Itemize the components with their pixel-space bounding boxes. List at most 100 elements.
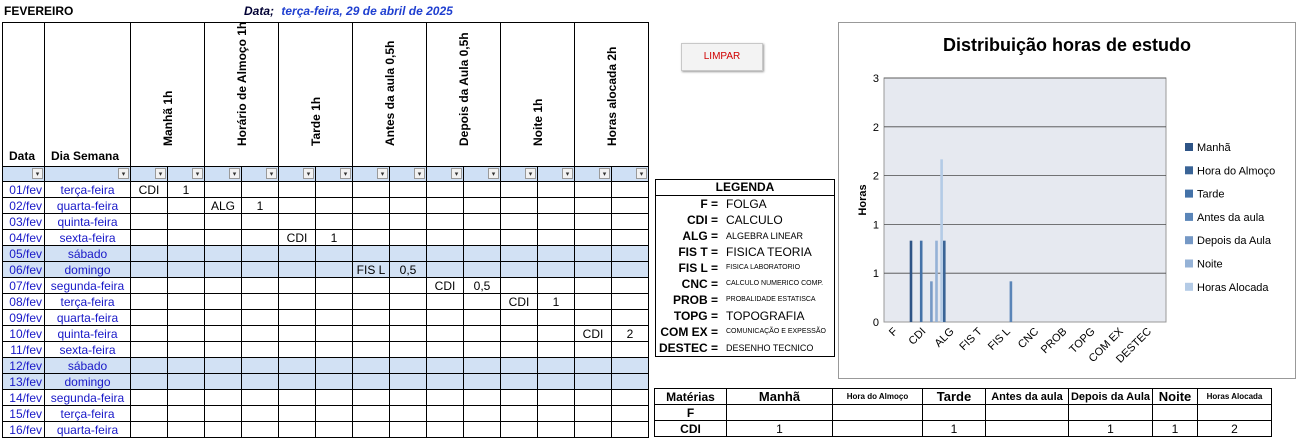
- subject-cell[interactable]: [426, 245, 464, 262]
- subject-cell[interactable]: [204, 421, 242, 438]
- hours-cell[interactable]: [241, 341, 279, 358]
- subject-cell[interactable]: [500, 229, 538, 246]
- subject-cell[interactable]: [130, 405, 168, 422]
- hours-cell[interactable]: [167, 421, 205, 438]
- subject-cell[interactable]: [278, 373, 316, 390]
- hours-cell[interactable]: [463, 357, 501, 374]
- subject-cell[interactable]: CDI: [426, 277, 464, 294]
- subject-cell[interactable]: [352, 389, 390, 406]
- hours-cell[interactable]: [463, 341, 501, 358]
- hours-cell[interactable]: [167, 197, 205, 214]
- filter-dropdown-icon[interactable]: ▾: [525, 168, 536, 179]
- subject-cell[interactable]: [426, 421, 464, 438]
- hours-cell[interactable]: 2: [611, 325, 649, 342]
- hours-cell[interactable]: [537, 357, 575, 374]
- subject-cell[interactable]: [426, 325, 464, 342]
- hours-cell[interactable]: [463, 197, 501, 214]
- subject-cell[interactable]: [352, 229, 390, 246]
- hours-cell[interactable]: 0,5: [463, 277, 501, 294]
- subject-cell[interactable]: [130, 325, 168, 342]
- subject-cell[interactable]: [204, 341, 242, 358]
- subject-cell[interactable]: [500, 389, 538, 406]
- subject-cell[interactable]: [500, 421, 538, 438]
- hours-cell[interactable]: [241, 373, 279, 390]
- subject-cell[interactable]: [352, 293, 390, 310]
- filter-dropdown-icon[interactable]: ▾: [303, 168, 314, 179]
- subject-cell[interactable]: [278, 245, 316, 262]
- subject-cell[interactable]: [278, 197, 316, 214]
- filter-dropdown-icon[interactable]: ▾: [155, 168, 166, 179]
- hours-cell[interactable]: [463, 229, 501, 246]
- hours-cell[interactable]: [611, 229, 649, 246]
- hours-cell[interactable]: [537, 421, 575, 438]
- subject-cell[interactable]: [500, 373, 538, 390]
- subject-cell[interactable]: [352, 197, 390, 214]
- subject-cell[interactable]: [500, 357, 538, 374]
- hours-cell[interactable]: [167, 261, 205, 278]
- filter-dropdown-icon[interactable]: ▾: [192, 168, 203, 179]
- hours-cell[interactable]: [611, 405, 649, 422]
- subject-cell[interactable]: [574, 389, 612, 406]
- subject-cell[interactable]: [204, 373, 242, 390]
- hours-cell[interactable]: [611, 197, 649, 214]
- hours-cell[interactable]: [537, 389, 575, 406]
- subject-cell[interactable]: [130, 421, 168, 438]
- subject-cell[interactable]: [574, 309, 612, 326]
- subject-cell[interactable]: [352, 405, 390, 422]
- subject-cell[interactable]: [204, 357, 242, 374]
- hours-cell[interactable]: [241, 405, 279, 422]
- hours-cell[interactable]: [463, 373, 501, 390]
- hours-cell[interactable]: [611, 245, 649, 262]
- hours-cell[interactable]: [315, 213, 353, 230]
- subject-cell[interactable]: [352, 277, 390, 294]
- subject-cell[interactable]: CDI: [500, 293, 538, 310]
- subject-cell[interactable]: [574, 405, 612, 422]
- subject-cell[interactable]: [204, 261, 242, 278]
- subject-cell[interactable]: [426, 293, 464, 310]
- hours-cell[interactable]: [241, 421, 279, 438]
- subject-cell[interactable]: [130, 277, 168, 294]
- hours-cell[interactable]: 1: [537, 293, 575, 310]
- hours-cell[interactable]: [611, 181, 649, 198]
- filter-dropdown-icon[interactable]: ▾: [229, 168, 240, 179]
- subject-cell[interactable]: [500, 261, 538, 278]
- hours-cell[interactable]: [389, 421, 427, 438]
- subject-cell[interactable]: [500, 181, 538, 198]
- subject-cell[interactable]: [352, 357, 390, 374]
- subject-cell[interactable]: [426, 405, 464, 422]
- subject-cell[interactable]: [574, 277, 612, 294]
- subject-cell[interactable]: [204, 405, 242, 422]
- subject-cell[interactable]: [278, 213, 316, 230]
- hours-cell[interactable]: [537, 325, 575, 342]
- subject-cell[interactable]: [574, 261, 612, 278]
- subject-cell[interactable]: [500, 405, 538, 422]
- hours-cell[interactable]: [315, 341, 353, 358]
- hours-cell[interactable]: [167, 373, 205, 390]
- subject-cell[interactable]: [574, 293, 612, 310]
- filter-dropdown-icon[interactable]: ▾: [32, 168, 43, 179]
- subject-cell[interactable]: [204, 229, 242, 246]
- subject-cell[interactable]: [130, 357, 168, 374]
- subject-cell[interactable]: [204, 325, 242, 342]
- hours-cell[interactable]: [537, 213, 575, 230]
- hours-cell[interactable]: [389, 213, 427, 230]
- subject-cell[interactable]: [574, 373, 612, 390]
- subject-cell[interactable]: [352, 421, 390, 438]
- hours-cell[interactable]: 1: [167, 181, 205, 198]
- hours-cell[interactable]: [167, 357, 205, 374]
- subject-cell[interactable]: [130, 389, 168, 406]
- hours-cell[interactable]: [389, 181, 427, 198]
- hours-cell[interactable]: [611, 357, 649, 374]
- subject-cell[interactable]: [426, 181, 464, 198]
- subject-cell[interactable]: [130, 309, 168, 326]
- hours-cell[interactable]: [611, 213, 649, 230]
- hours-cell[interactable]: [537, 197, 575, 214]
- hours-cell[interactable]: 0,5: [389, 261, 427, 278]
- hours-cell[interactable]: [389, 357, 427, 374]
- hours-cell[interactable]: [389, 341, 427, 358]
- subject-cell[interactable]: [352, 181, 390, 198]
- hours-cell[interactable]: [389, 389, 427, 406]
- subject-cell[interactable]: [426, 357, 464, 374]
- hours-cell[interactable]: [241, 245, 279, 262]
- hours-cell[interactable]: [167, 245, 205, 262]
